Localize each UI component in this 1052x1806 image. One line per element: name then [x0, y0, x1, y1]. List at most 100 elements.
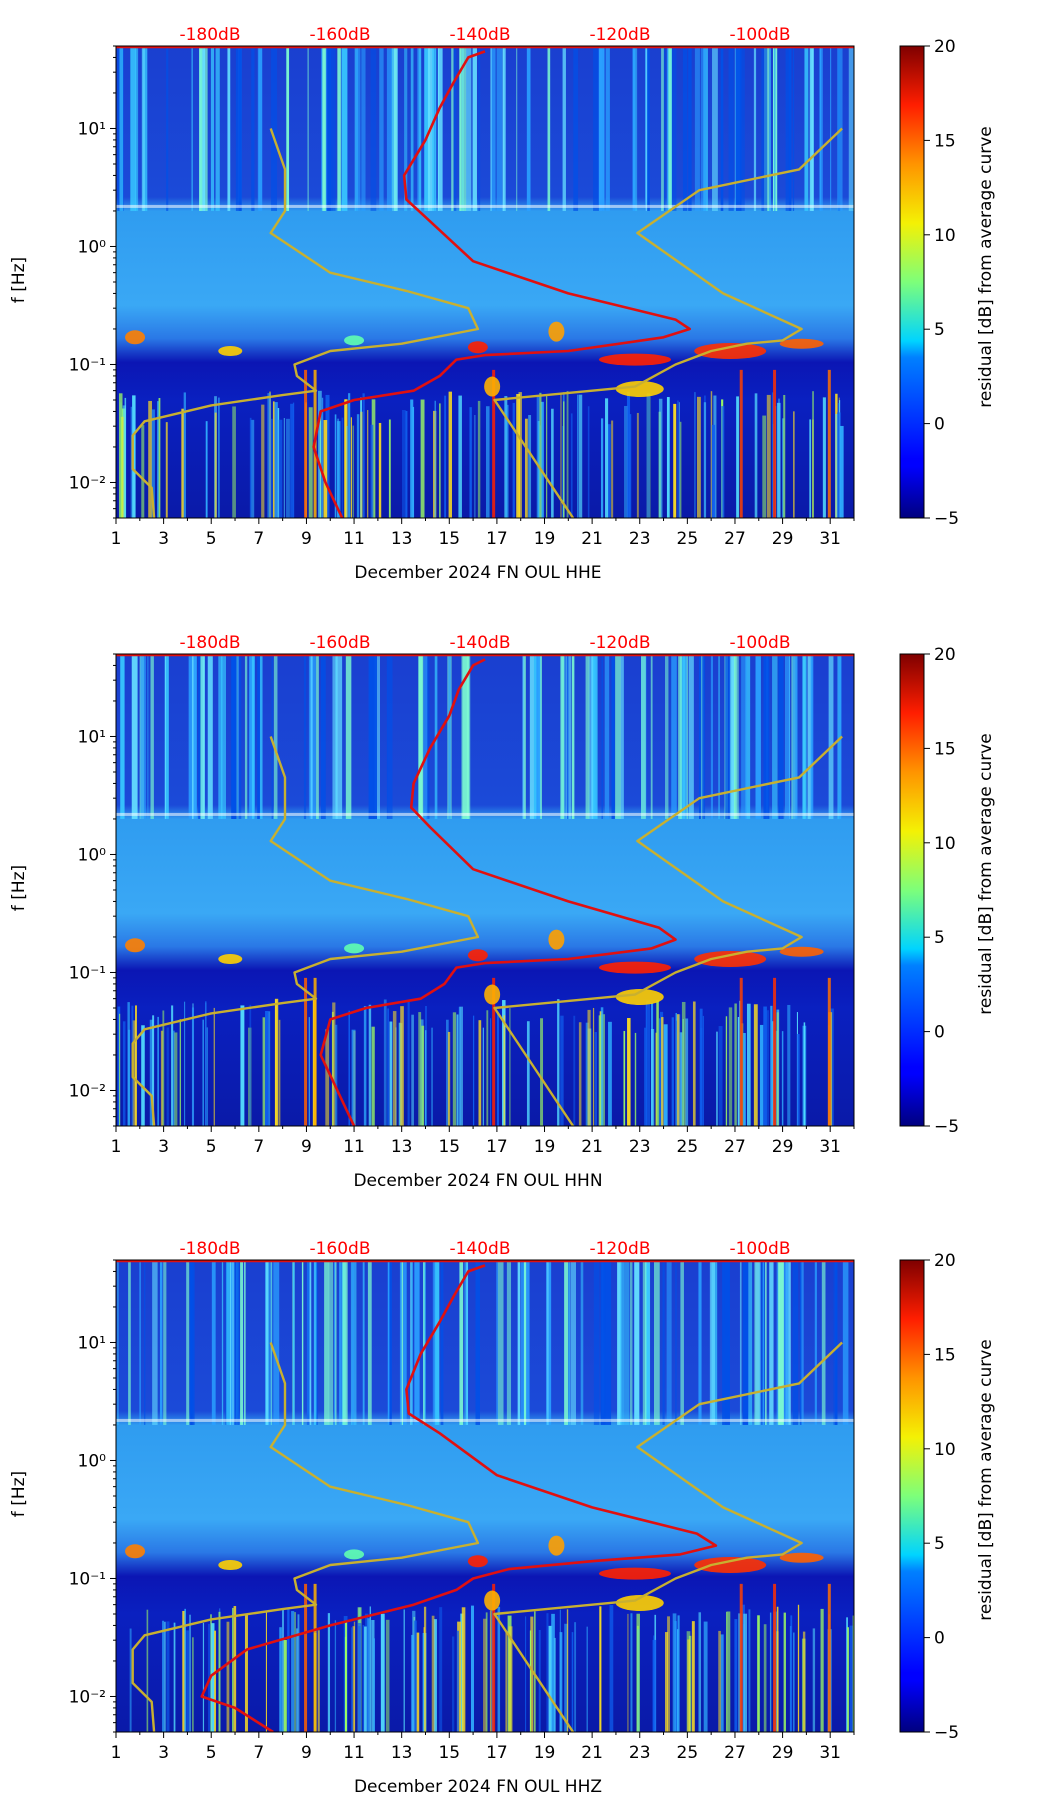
- spectral-streak: [678, 654, 682, 819]
- spectral-streak: [627, 1613, 629, 1732]
- colorbar: [899, 45, 925, 519]
- spectral-streak: [147, 654, 149, 819]
- spectral-streak: [557, 999, 560, 1126]
- x-tick-label: 27: [724, 1137, 746, 1157]
- spectral-streak: [668, 46, 672, 211]
- spectral-streak: [368, 1004, 372, 1126]
- spectral-streak: [215, 46, 220, 211]
- x-tick-label: 15: [438, 1743, 460, 1763]
- spectral-streak: [560, 654, 565, 819]
- spectral-streak: [839, 425, 844, 518]
- spectral-streak: [655, 1032, 657, 1126]
- spectral-streak: [586, 1626, 588, 1732]
- spectral-streak: [698, 1260, 702, 1425]
- spectral-streak: [463, 654, 469, 819]
- spectral-streak: [135, 46, 139, 211]
- spectral-streak: [728, 46, 734, 211]
- spectral-streak: [437, 46, 440, 211]
- spectral-streak: [605, 1260, 612, 1425]
- colorbar-tick-label: 20: [934, 1251, 956, 1271]
- spectral-streak: [191, 1260, 195, 1425]
- spectral-streak: [800, 1260, 802, 1425]
- x-tick-label: 15: [438, 529, 460, 549]
- spectral-streak: [663, 1024, 668, 1126]
- spectral-streak: [387, 1260, 390, 1425]
- event-column: [827, 977, 831, 1126]
- microseism-patch: [467, 949, 488, 962]
- spectral-streak: [328, 1260, 334, 1425]
- spectral-streak: [771, 1021, 775, 1126]
- spectral-streak: [270, 418, 273, 518]
- spectral-streak: [790, 1615, 793, 1732]
- spectral-streak: [496, 1012, 499, 1126]
- spectral-streak: [393, 46, 398, 211]
- spectral-streak: [661, 1017, 664, 1126]
- spectral-streak: [726, 1611, 728, 1732]
- spectral-streak: [363, 1006, 367, 1126]
- spectral-streak: [164, 654, 166, 819]
- spectral-streak: [325, 394, 330, 518]
- spectral-streak: [258, 46, 263, 211]
- colorbar-tick-label: 15: [934, 1345, 956, 1365]
- spectral-streak: [546, 1260, 549, 1425]
- spectral-streak: [667, 1616, 670, 1732]
- spectral-streak: [661, 46, 664, 211]
- spectral-streak: [762, 1260, 765, 1425]
- y-axis-label: f [Hz]: [9, 257, 29, 303]
- spectral-streak: [324, 1260, 330, 1425]
- spectral-streak: [769, 46, 771, 211]
- spectral-streak: [274, 402, 278, 518]
- spectral-streak: [490, 46, 492, 211]
- microseism-patch: [598, 961, 671, 974]
- db-tick-label: -180dB: [179, 1239, 240, 1259]
- x-tick-label: 9: [301, 529, 312, 549]
- spectral-streak: [782, 1260, 789, 1425]
- x-tick-label: 7: [253, 1743, 264, 1763]
- spectral-streak: [316, 1260, 318, 1425]
- spectral-streak: [292, 402, 295, 518]
- spectral-streak: [604, 654, 610, 819]
- spectral-streak: [724, 1260, 730, 1425]
- spectral-streak: [367, 410, 369, 518]
- spectral-streak: [332, 1002, 336, 1126]
- spectral-streak: [833, 1260, 837, 1425]
- spectral-streak: [828, 654, 834, 819]
- x-tick-label: 1: [111, 1743, 122, 1763]
- spectral-streak: [411, 1260, 413, 1425]
- spectral-streak: [562, 46, 566, 211]
- spectral-streak: [646, 392, 650, 518]
- spectral-streak: [673, 403, 677, 518]
- spectral-streak: [286, 418, 290, 518]
- spectral-streak: [559, 1609, 561, 1732]
- spectral-streak: [386, 46, 392, 211]
- spectral-streak: [776, 402, 781, 518]
- spectral-line: [116, 1418, 854, 1422]
- spectral-streak: [361, 46, 366, 211]
- spectral-streak: [439, 1607, 443, 1732]
- spectral-streak: [403, 1260, 407, 1425]
- spectral-streak: [548, 1625, 553, 1732]
- spectral-streak: [523, 1260, 530, 1425]
- spectral-streak: [709, 1260, 715, 1425]
- spectral-streak: [645, 1260, 650, 1425]
- spectral-streak: [141, 46, 145, 211]
- event-column: [739, 1583, 743, 1732]
- spectral-streak: [512, 402, 515, 518]
- spectral-streak: [605, 398, 609, 518]
- x-tick-label: 7: [253, 1137, 264, 1157]
- spectral-streak: [611, 420, 614, 518]
- spectral-streak: [352, 425, 354, 518]
- spectral-streak: [226, 1621, 230, 1732]
- spectral-streak: [323, 420, 328, 518]
- spectral-streak: [291, 1611, 295, 1732]
- spectral-streak: [574, 1622, 577, 1732]
- spectral-streak: [608, 1021, 612, 1126]
- spectral-streak: [368, 654, 373, 819]
- spectral-streak: [585, 654, 590, 819]
- spectral-streak: [218, 1611, 221, 1732]
- spectral-streak: [778, 1260, 784, 1425]
- spectral-streak: [663, 46, 666, 211]
- spectral-streak: [658, 398, 663, 518]
- spectral-streak: [755, 654, 761, 819]
- spectral-streak: [642, 1260, 647, 1425]
